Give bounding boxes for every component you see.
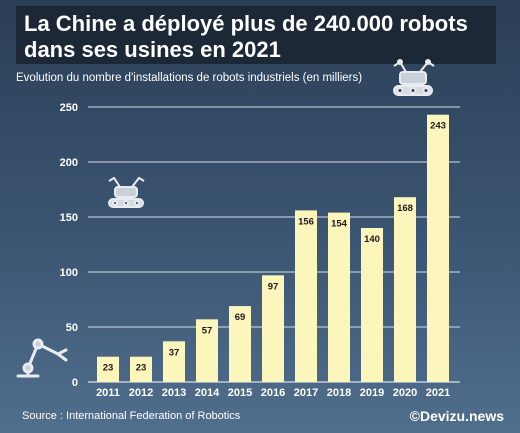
data-label: 243 bbox=[430, 121, 446, 132]
x-tick-label: 2013 bbox=[162, 387, 186, 399]
y-tick-label: 200 bbox=[60, 157, 78, 169]
source-note: Source : International Federation of Rob… bbox=[22, 410, 241, 422]
bar bbox=[130, 356, 152, 382]
y-tick-label: 150 bbox=[60, 212, 78, 224]
data-label: 57 bbox=[202, 325, 213, 336]
bar bbox=[361, 228, 383, 382]
bar bbox=[394, 197, 416, 382]
x-tick-label: 2011 bbox=[96, 387, 120, 399]
x-tick-label: 2020 bbox=[393, 387, 417, 399]
chart-title-line-2: dans ses usines en 2021 bbox=[24, 37, 281, 62]
title-box: La Chine a déployé plus de 240.000 robot… bbox=[16, 6, 496, 64]
robot-tank-icon bbox=[108, 176, 145, 208]
chart-title-line-1: La Chine a déployé plus de 240.000 robot… bbox=[24, 11, 468, 36]
bar bbox=[196, 319, 218, 382]
data-label: 69 bbox=[235, 312, 246, 323]
bar bbox=[229, 306, 251, 382]
chart-subtitle: Evolution du nombre d'installations de r… bbox=[16, 72, 363, 84]
bar bbox=[97, 356, 119, 382]
bar bbox=[295, 210, 317, 382]
bar bbox=[262, 275, 284, 382]
robot-tank-icon bbox=[393, 59, 435, 96]
bar bbox=[427, 114, 449, 382]
data-label: 154 bbox=[331, 219, 348, 230]
data-label: 37 bbox=[169, 347, 180, 358]
brand-logo-text: ©Devizu.news bbox=[409, 408, 504, 424]
data-label: 23 bbox=[103, 363, 114, 374]
bars-layer: 23 2011 23 2012 37 2013 57 2014 69 2015 97 2016 156 2… bbox=[96, 114, 450, 399]
x-tick-label: 2019 bbox=[360, 387, 384, 399]
bar bbox=[328, 212, 350, 382]
y-tick-label: 250 bbox=[60, 102, 78, 114]
x-tick-label: 2012 bbox=[129, 387, 153, 399]
bar bbox=[163, 341, 185, 382]
y-tick-label: 50 bbox=[66, 322, 78, 334]
data-label: 97 bbox=[268, 281, 279, 292]
y-tick-label: 100 bbox=[60, 267, 78, 279]
x-tick-label: 2016 bbox=[261, 387, 285, 399]
x-tick-label: 2018 bbox=[327, 387, 351, 399]
x-tick-label: 2014 bbox=[195, 387, 220, 399]
data-label: 168 bbox=[397, 203, 413, 214]
x-tick-label: 2015 bbox=[228, 387, 252, 399]
y-tick-label: 0 bbox=[72, 377, 78, 389]
data-label: 156 bbox=[298, 216, 314, 227]
data-label: 140 bbox=[364, 234, 380, 245]
data-label: 23 bbox=[136, 363, 147, 374]
x-tick-label: 2021 bbox=[426, 387, 450, 399]
x-tick-label: 2017 bbox=[294, 387, 318, 399]
robot-arm-icon bbox=[16, 338, 68, 378]
